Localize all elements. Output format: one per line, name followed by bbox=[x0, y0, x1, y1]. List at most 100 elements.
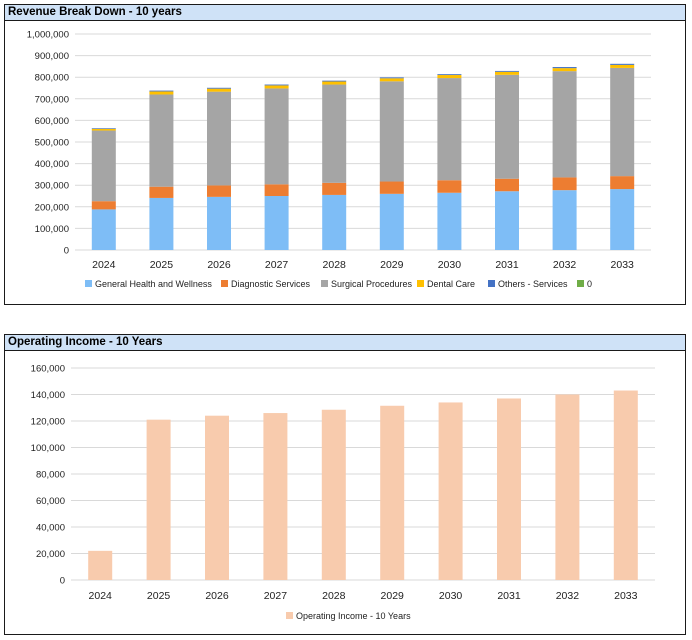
bar-segment bbox=[149, 197, 174, 250]
bar-segment bbox=[264, 88, 289, 185]
bar-segment bbox=[379, 77, 404, 79]
y-tick-label: 100,000 bbox=[35, 224, 69, 235]
bar-segment bbox=[88, 550, 113, 580]
bar-segment bbox=[264, 196, 289, 250]
bar-segment bbox=[437, 192, 462, 250]
bar-segment bbox=[91, 128, 116, 129]
bar-segment bbox=[552, 71, 577, 178]
operating-income-panel: Operating Income - 10 Years 0 20,000 40,00… bbox=[4, 334, 686, 635]
bar-segment bbox=[264, 184, 289, 196]
bar-segment bbox=[437, 74, 462, 76]
revenue-chart-title: Revenue Break Down - 10 years bbox=[5, 5, 685, 21]
bar-segment bbox=[610, 64, 635, 68]
legend-label: Surgical Procedures bbox=[331, 279, 413, 289]
x-tick-label: 2031 bbox=[497, 590, 521, 602]
bar-segment bbox=[207, 88, 231, 92]
operating-income-chart-title: Operating Income - 10 Years bbox=[5, 335, 685, 351]
bar-segment bbox=[437, 78, 462, 181]
legend-swatch bbox=[221, 280, 228, 287]
bar-segment bbox=[497, 398, 521, 580]
bar-segment bbox=[555, 394, 580, 580]
bar-segment bbox=[495, 191, 519, 250]
y-tick-label: 100,000 bbox=[31, 443, 65, 454]
y-tick-label: 60,000 bbox=[36, 496, 65, 507]
y-tick-label: 20,000 bbox=[36, 549, 65, 560]
bar-segment bbox=[149, 91, 174, 95]
bar-segment bbox=[322, 84, 347, 183]
legend-swatch bbox=[577, 280, 584, 287]
bar-segment bbox=[264, 85, 289, 89]
y-tick-label: 400,000 bbox=[35, 159, 69, 170]
y-tick-label: 0 bbox=[60, 576, 65, 587]
bar-segment bbox=[146, 419, 171, 580]
bar-segment bbox=[379, 78, 404, 82]
y-tick-label: 140,000 bbox=[31, 390, 65, 401]
bar-segment bbox=[552, 190, 577, 250]
revenue-chart: 0 100,000 200,000 300,000 400,000 500,000 600,… bbox=[27, 30, 651, 289]
legend-swatch bbox=[488, 280, 495, 287]
bar-segment bbox=[322, 182, 347, 195]
y-tick-label: 700,000 bbox=[35, 94, 69, 105]
y-tick-label: 800,000 bbox=[35, 73, 69, 84]
x-tick-label: 2024 bbox=[89, 590, 113, 602]
x-tick-label: 2032 bbox=[553, 259, 577, 271]
bar-segment bbox=[91, 128, 116, 131]
bar-segment bbox=[263, 413, 288, 580]
legend-swatch bbox=[321, 280, 328, 287]
x-tick-label: 2030 bbox=[439, 590, 463, 602]
bar-segment bbox=[552, 68, 577, 72]
legend-label: Dental Care bbox=[427, 279, 475, 289]
x-tick-label: 2027 bbox=[264, 590, 288, 602]
bar-segment bbox=[495, 71, 519, 75]
bar-segment bbox=[322, 194, 347, 250]
bar-segment bbox=[610, 176, 635, 190]
legend-label: Diagnostic Services bbox=[231, 279, 311, 289]
y-tick-label: 300,000 bbox=[35, 181, 69, 192]
bar-segment bbox=[91, 201, 116, 210]
y-tick-label: 0 bbox=[64, 246, 69, 257]
bar-segment bbox=[149, 94, 174, 187]
bar-segment bbox=[91, 130, 116, 202]
y-tick-label: 80,000 bbox=[36, 470, 65, 481]
legend-swatch bbox=[85, 280, 92, 287]
legend-label: Operating Income - 10 Years bbox=[296, 611, 411, 621]
y-tick-label: 1,000,000 bbox=[27, 30, 69, 41]
bar-segment bbox=[379, 193, 404, 250]
bar-segment bbox=[552, 177, 577, 191]
x-tick-label: 2033 bbox=[614, 590, 638, 602]
y-tick-label: 500,000 bbox=[35, 138, 69, 149]
x-tick-label: 2025 bbox=[147, 590, 171, 602]
x-tick-label: 2026 bbox=[205, 590, 229, 602]
bar-segment bbox=[322, 80, 347, 82]
x-tick-label: 2029 bbox=[380, 259, 404, 271]
bar-segment bbox=[207, 91, 231, 186]
y-tick-label: 120,000 bbox=[31, 417, 65, 428]
legend-swatch bbox=[417, 280, 424, 287]
bar-segment bbox=[207, 185, 231, 197]
legend-label: General Health and Wellness bbox=[95, 279, 212, 289]
x-tick-label: 2028 bbox=[323, 259, 347, 271]
bar-segment bbox=[552, 67, 577, 69]
bar-segment bbox=[379, 181, 404, 194]
bar-segment bbox=[379, 81, 404, 182]
y-tick-label: 900,000 bbox=[35, 51, 69, 62]
bar-segment bbox=[380, 405, 405, 580]
bar-segment bbox=[437, 75, 462, 79]
bar-segment bbox=[437, 180, 462, 193]
y-tick-label: 200,000 bbox=[35, 202, 69, 213]
bar-segment bbox=[610, 189, 635, 250]
x-tick-label: 2024 bbox=[92, 259, 116, 271]
bar-segment bbox=[610, 67, 635, 177]
bar-segment bbox=[613, 390, 638, 580]
x-tick-label: 2031 bbox=[495, 259, 519, 271]
bar-segment bbox=[438, 402, 463, 580]
bar-segment bbox=[149, 90, 174, 92]
legend-swatch bbox=[286, 612, 293, 619]
bar-segment bbox=[495, 178, 519, 192]
x-tick-label: 2029 bbox=[381, 590, 405, 602]
bar-segment bbox=[207, 87, 231, 89]
bar-segment bbox=[149, 186, 174, 198]
x-tick-label: 2033 bbox=[611, 259, 635, 271]
y-tick-label: 600,000 bbox=[35, 116, 69, 127]
operating-income-chart: 0 20,000 40,000 60,000 80,000 100,000 120,000 1… bbox=[31, 364, 655, 621]
